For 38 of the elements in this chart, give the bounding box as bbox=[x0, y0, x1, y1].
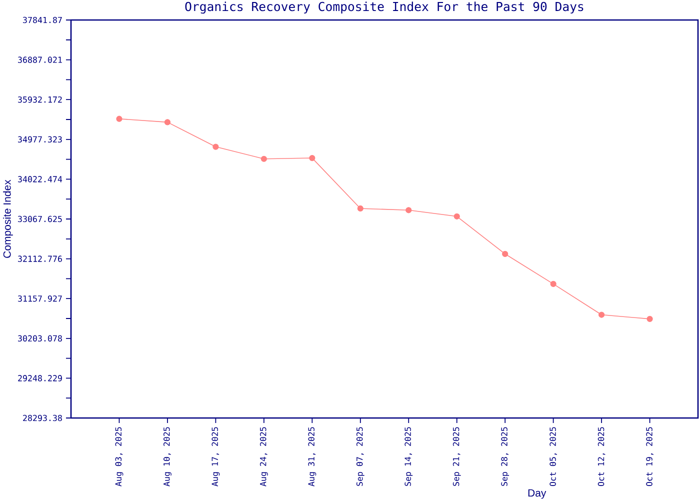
y-tick-label: 31157.927 bbox=[18, 295, 62, 302]
y-tick-label: 34022.474 bbox=[18, 176, 62, 182]
x-tick-label: Oct 05, 2025 bbox=[550, 427, 557, 486]
point bbox=[598, 312, 605, 318]
point bbox=[502, 250, 508, 257]
x-tick-label: Oct 19, 2025 bbox=[646, 427, 654, 486]
x-tick-label: Sep 07, 2025 bbox=[356, 427, 364, 486]
x-tick-label: Aug 10, 2025 bbox=[163, 427, 172, 486]
x-tick-label: Aug 17, 2025 bbox=[212, 427, 220, 486]
y-tick-label: 37841.87 bbox=[23, 16, 62, 24]
x-tick-label: Sep 28, 2025 bbox=[501, 427, 510, 486]
chart-title: Organics Recovery Composite Index For the Past 90 Days bbox=[185, 2, 584, 14]
point bbox=[260, 156, 267, 162]
point bbox=[212, 144, 219, 150]
point bbox=[406, 207, 412, 214]
point bbox=[550, 280, 556, 287]
point bbox=[116, 116, 122, 122]
x-tick-label: Sep 21, 2025 bbox=[452, 427, 461, 486]
point bbox=[454, 213, 460, 220]
point bbox=[357, 205, 364, 212]
y-tick-label: 32112.776 bbox=[18, 256, 62, 262]
y-tick-label: 33067.625 bbox=[18, 216, 62, 222]
y-tick-label: 28293.38 bbox=[23, 414, 62, 422]
x-axis-title: Day bbox=[528, 489, 546, 499]
point bbox=[309, 154, 316, 162]
x-tick-label: Sep 14, 2025 bbox=[404, 427, 413, 486]
x-tick-label: Aug 24, 2025 bbox=[260, 427, 268, 486]
y-tick-label: 30203.078 bbox=[18, 335, 62, 342]
x-tick-label: Oct 12, 2025 bbox=[598, 427, 606, 486]
point bbox=[646, 316, 653, 322]
x-tick-label: Aug 31, 2025 bbox=[308, 427, 316, 486]
y-tick-label: 29248.229 bbox=[18, 375, 62, 382]
y-tick-label: 36887.021 bbox=[18, 56, 62, 63]
y-tick-label: 34977.323 bbox=[18, 136, 62, 143]
point bbox=[164, 119, 171, 126]
x-tick-label: Aug 03, 2025 bbox=[115, 427, 124, 486]
y-tick-label: 35932.172 bbox=[18, 96, 62, 103]
y-axis-title: Composite Index bbox=[3, 180, 13, 258]
